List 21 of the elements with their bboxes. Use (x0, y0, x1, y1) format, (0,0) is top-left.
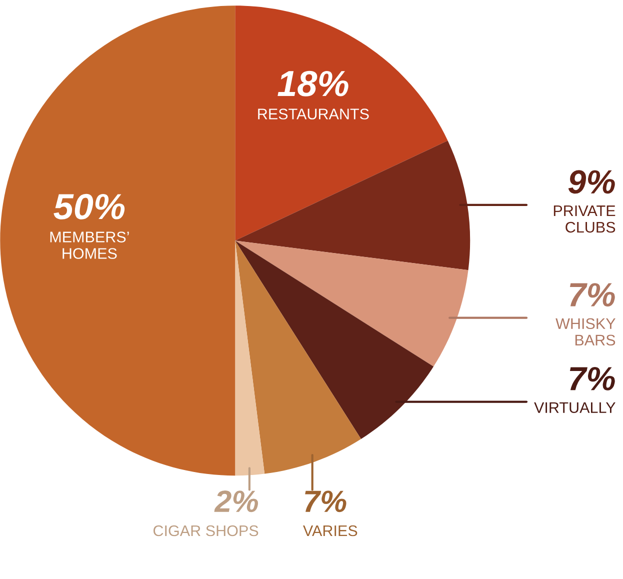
data-label: 2% (214, 490, 258, 512)
slice-label: VARIES (303, 525, 358, 536)
pie-slice (235, 240, 434, 440)
data-label: 18% (278, 70, 348, 96)
pie-slice (235, 240, 362, 474)
pie-slice (235, 240, 265, 476)
slice-label: PRIVATE CLUBS (554, 206, 616, 233)
data-label: 9% (568, 170, 615, 194)
pie-slice (235, 140, 470, 270)
pie-slice (0, 6, 236, 476)
data-label: 7% (305, 490, 346, 512)
pie-slice (235, 240, 468, 367)
slice-label: VIRTUALLY (534, 402, 616, 414)
pie-slice (235, 6, 448, 241)
data-label: 7% (570, 283, 615, 306)
slice-label: MEMBERS’ HOMES (50, 232, 129, 259)
slice-label: WHISKY BARS (556, 318, 616, 346)
data-label: 50% (54, 194, 125, 220)
slice-label: CIGAR SHOPS (154, 525, 258, 536)
slice-label: RESTAURANTS (258, 108, 369, 120)
data-label: 7% (570, 367, 615, 390)
